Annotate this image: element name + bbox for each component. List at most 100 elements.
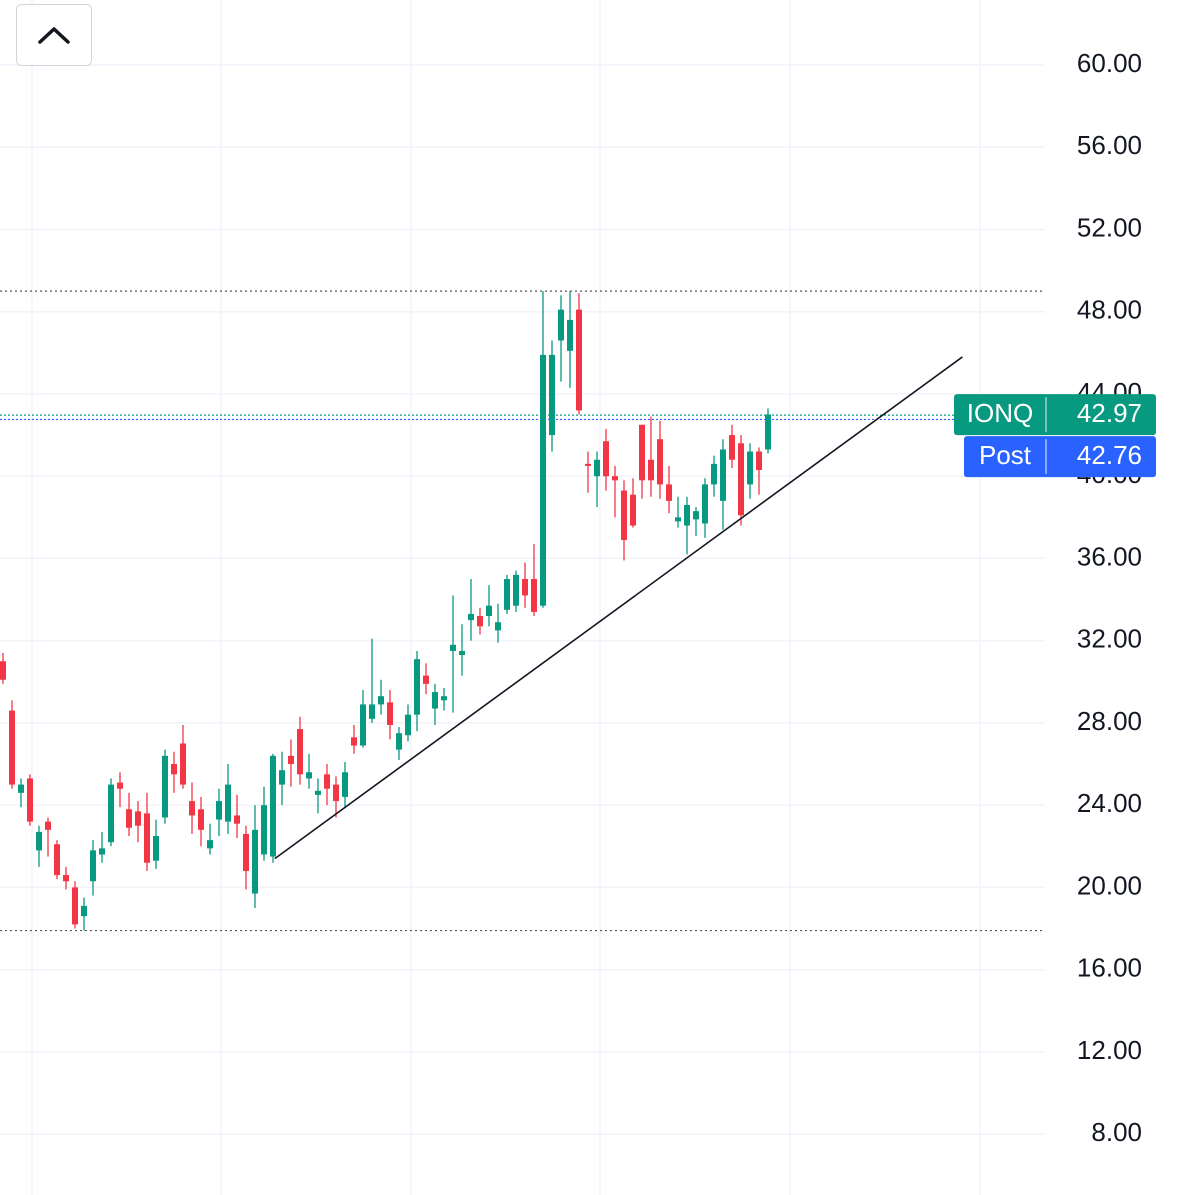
candle-body <box>567 319 573 351</box>
candle-body <box>423 675 429 684</box>
candle-body <box>378 696 384 705</box>
candle-body <box>603 441 609 477</box>
candle-body <box>711 463 717 485</box>
candle-body <box>738 443 744 516</box>
candle-body <box>234 815 240 824</box>
candle-body <box>90 850 96 882</box>
candle-body <box>54 844 60 876</box>
candle-body <box>45 821 51 830</box>
candle-body <box>468 613 474 621</box>
y-tick-label: 8.00 <box>1091 1117 1142 1147</box>
candle-body <box>576 309 582 411</box>
y-tick-label: 28.00 <box>1077 706 1142 736</box>
candle-body <box>243 833 249 871</box>
candle-body <box>756 451 762 471</box>
candle-body <box>387 702 393 725</box>
candle-body <box>513 574 519 606</box>
candle-body <box>405 714 411 736</box>
candle-body <box>351 737 357 746</box>
candle-body <box>171 764 177 775</box>
candle-body <box>198 809 204 830</box>
candle-body <box>594 459 600 477</box>
candle-body <box>522 578 528 596</box>
candle-body <box>720 449 726 501</box>
price-label-name: IONQ <box>967 398 1033 428</box>
candle-body <box>369 704 375 719</box>
y-tick-label: 24.00 <box>1077 788 1142 818</box>
candle-body <box>459 650 465 656</box>
price-label-value: 42.97 <box>1077 398 1142 428</box>
candle-body <box>117 782 123 789</box>
candle-body <box>9 710 15 785</box>
candle-body <box>630 494 636 526</box>
candle-body <box>162 755 168 818</box>
candle-body <box>225 784 231 822</box>
candle-body <box>684 504 690 526</box>
y-tick-label: 56.00 <box>1077 130 1142 160</box>
candle-body <box>639 424 645 481</box>
candle-body <box>333 784 339 802</box>
candle-body <box>288 755 294 765</box>
candle-body <box>342 772 348 797</box>
candle-body <box>531 578 537 612</box>
candle-body <box>108 784 114 843</box>
candle-body <box>432 692 438 709</box>
candle-body <box>486 605 492 617</box>
candle-body <box>747 451 753 485</box>
candle-body <box>666 484 672 501</box>
y-tick-label: 20.00 <box>1077 870 1142 900</box>
candle-body <box>144 813 150 863</box>
candle-body <box>477 616 483 627</box>
y-tick-label: 60.00 <box>1077 48 1142 78</box>
candle-body <box>180 743 186 785</box>
candle-body <box>693 511 699 520</box>
candle-body <box>153 836 159 861</box>
y-tick-label: 48.00 <box>1077 295 1142 325</box>
candle-body <box>270 755 276 857</box>
candle-body <box>63 875 69 882</box>
candle-body <box>36 831 42 851</box>
candle-body <box>99 848 105 855</box>
candle-body <box>621 490 627 540</box>
candle-body <box>252 829 258 894</box>
candle-body <box>189 801 195 816</box>
button-frame[interactable] <box>16 4 92 66</box>
candle-body <box>765 414 771 450</box>
candle-body <box>585 463 591 466</box>
chevron-up-icon[interactable] <box>38 27 70 44</box>
y-tick-label: 36.00 <box>1077 541 1142 571</box>
collapse-button[interactable] <box>16 4 92 66</box>
candle-body <box>261 805 267 855</box>
price-label-value: 42.76 <box>1077 440 1142 470</box>
trend-line <box>274 356 963 860</box>
candle-body <box>0 661 6 680</box>
candle-body <box>495 622 501 631</box>
candle-body <box>504 578 510 610</box>
y-tick-label: 32.00 <box>1077 624 1142 654</box>
price-label-box <box>964 436 1156 478</box>
candle-body <box>360 704 366 746</box>
price-label-name: Post <box>979 440 1032 470</box>
candle-body <box>126 809 132 828</box>
price-axis: 8.00 12.00 16.00 20.00 24.00 28.00 32.00 36.00 4… <box>954 48 1156 1147</box>
candle-body <box>396 733 402 750</box>
candle-body <box>450 644 456 651</box>
candle-body <box>558 309 564 341</box>
candle-body <box>324 774 330 789</box>
candle-body <box>27 778 33 822</box>
y-tick-label: 52.00 <box>1077 212 1142 242</box>
candle-body <box>279 770 285 785</box>
candle-body <box>441 696 447 701</box>
candle-body <box>648 459 654 481</box>
grid <box>0 0 1045 1195</box>
candle-body <box>306 772 312 779</box>
candle-body <box>81 905 87 917</box>
candle-body <box>549 354 555 436</box>
candle-body <box>207 840 213 849</box>
candle-body <box>135 811 141 826</box>
candle-body <box>414 659 420 715</box>
candle-body <box>612 476 618 481</box>
candle-body <box>540 354 546 606</box>
candle-body <box>675 517 681 522</box>
